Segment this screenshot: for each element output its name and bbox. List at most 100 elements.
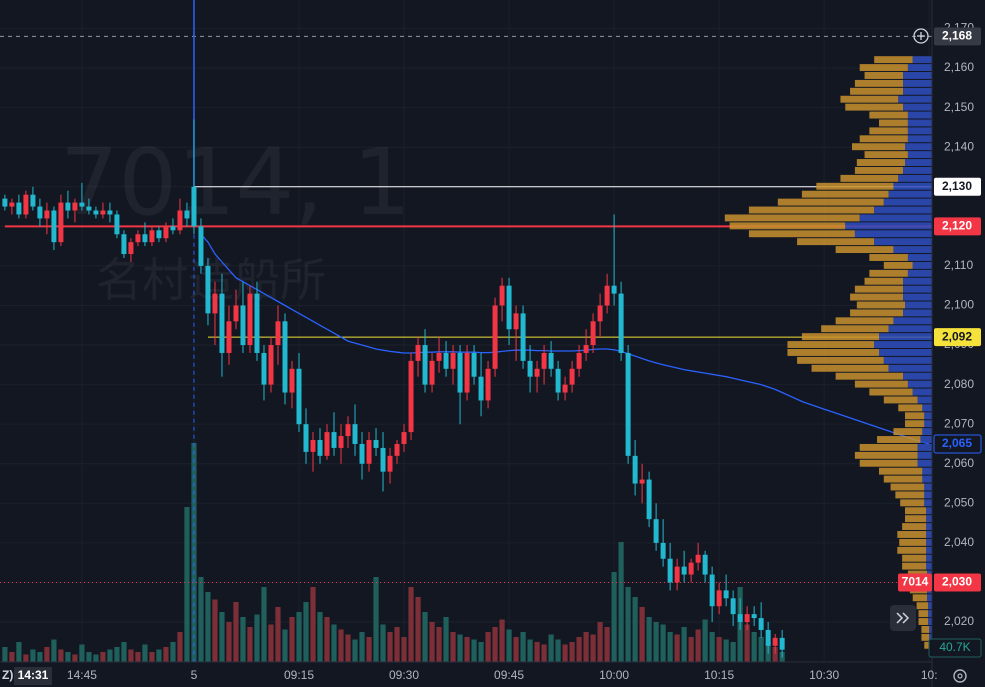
volume-bar — [387, 632, 393, 662]
profile-bar-down — [929, 625, 932, 633]
volume-bar — [44, 647, 50, 662]
candle-body — [205, 265, 211, 314]
volume-bar — [23, 654, 29, 662]
candle-body — [296, 368, 302, 425]
profile-bar-up — [856, 301, 906, 309]
candle-body — [709, 574, 715, 607]
profile-bar-down — [924, 420, 932, 428]
volume-bar — [688, 637, 694, 662]
profile-bar-up — [856, 159, 906, 166]
profile-bar-down — [903, 72, 932, 79]
price-label-box — [934, 177, 981, 196]
volume-bar — [373, 577, 379, 662]
volume-bar — [121, 642, 127, 662]
volume-bar — [436, 627, 442, 662]
price-label-box — [933, 434, 982, 454]
scroll-button[interactable] — [890, 605, 916, 631]
volume-bar — [51, 639, 57, 662]
volume-bar — [135, 652, 141, 662]
volume-bar — [310, 587, 316, 662]
volume-bar — [233, 602, 239, 662]
candle-body — [548, 352, 554, 369]
profile-bar-up — [869, 127, 908, 135]
volume-bars — [2, 443, 785, 662]
candle-body — [625, 352, 631, 456]
y-tick-label: 2,070 — [944, 416, 974, 430]
profile-bar-down — [928, 602, 932, 610]
price-label-box — [934, 27, 981, 46]
candle-body — [695, 554, 701, 563]
profile-bar-down — [922, 428, 932, 436]
profile-bar-down — [874, 206, 932, 214]
y-tick-label: 2,060 — [944, 456, 974, 470]
volume-bar — [660, 624, 666, 662]
volume-bar — [128, 649, 134, 662]
profile-bar-down — [898, 95, 932, 103]
profile-bar-up — [859, 459, 918, 467]
profile-bar-up — [869, 388, 913, 396]
volume-bar — [149, 652, 155, 662]
profile-bar-up — [859, 135, 908, 143]
profile-bar-up — [869, 111, 908, 119]
profile-bar-up — [897, 531, 927, 538]
profile-bar-down — [917, 443, 932, 451]
candle-body — [478, 376, 484, 401]
add-button[interactable] — [913, 28, 929, 44]
volume-bar — [226, 622, 232, 662]
candle-body — [681, 566, 687, 575]
profile-bar-up — [874, 56, 913, 64]
profile-bar-down — [907, 119, 932, 127]
profile-bar-up — [854, 166, 904, 174]
profile-bar-down — [905, 301, 932, 309]
x-tick-label: 09:30 — [389, 668, 419, 682]
candle-body — [415, 345, 421, 361]
candle-body — [16, 202, 22, 215]
candle-body — [688, 562, 694, 575]
candle-body — [450, 352, 456, 369]
y-tick-label: 2,050 — [944, 495, 974, 509]
candle-body — [30, 194, 36, 207]
volume-bar — [499, 619, 505, 662]
profile-bar-up — [852, 143, 906, 151]
volume-bar — [93, 654, 99, 662]
candle-body — [86, 206, 92, 211]
profile-bar-down — [926, 554, 932, 562]
volume-bar — [415, 597, 421, 662]
volume-bar — [37, 652, 43, 662]
profile-bar-down — [928, 610, 932, 618]
gear-icon — [953, 669, 967, 683]
profile-bar-down — [888, 190, 932, 198]
volume-bar — [254, 614, 260, 662]
profile-bar-up — [864, 151, 908, 159]
profile-bar-up — [797, 238, 875, 246]
volume-bar — [681, 627, 687, 662]
settings-button[interactable] — [953, 669, 967, 683]
time-label: 14:31 — [18, 668, 49, 682]
profile-bar-up — [787, 341, 875, 349]
candle-body — [303, 424, 309, 452]
candle-body — [268, 345, 274, 385]
volume-bar — [562, 644, 568, 662]
volume-bar — [478, 642, 484, 662]
profile-bar-up — [787, 349, 879, 356]
volume-bar — [527, 639, 533, 662]
profile-bar-up — [859, 64, 908, 72]
volume-bar — [170, 642, 176, 662]
profile-bar-up — [921, 633, 930, 641]
profile-bar-up — [850, 309, 904, 317]
candle-body — [366, 440, 372, 464]
profile-bar-up — [905, 515, 927, 523]
profile-bar-up — [840, 174, 899, 182]
watermark-symbol: 7014, 1 — [60, 129, 411, 236]
volume-bar — [191, 443, 197, 662]
x-tick-label: 10:30 — [809, 668, 839, 682]
profile-bar-up — [883, 261, 913, 269]
profile-bar-down — [912, 56, 932, 64]
profile-bar-up — [879, 467, 923, 475]
volume-bar — [695, 629, 701, 662]
candle-body — [163, 226, 169, 239]
volume-bar — [163, 647, 169, 662]
gear-icon — [957, 673, 963, 679]
price-label-box — [934, 217, 981, 236]
volume-bar — [345, 634, 351, 662]
